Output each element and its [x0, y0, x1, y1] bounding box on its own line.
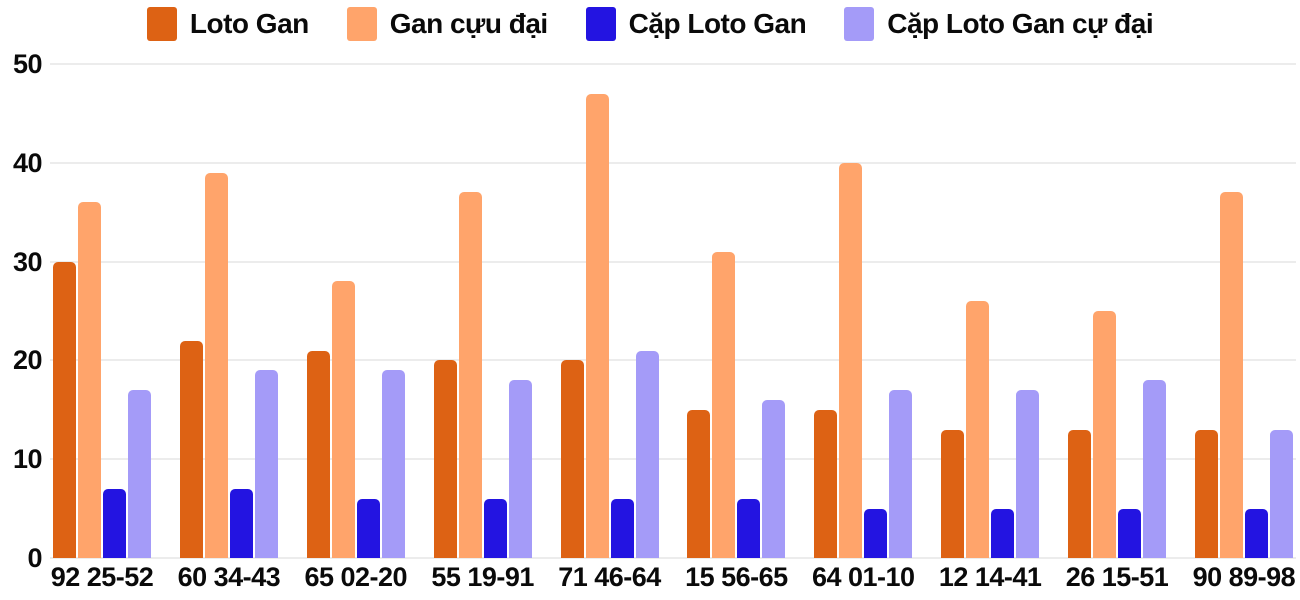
bar-gan-cuu-dai[interactable] [204, 173, 228, 558]
gridline-30 [50, 260, 1296, 263]
x-tick-label: 15 56-65 [685, 562, 788, 592]
legend-label: Gan cựu đại [389, 8, 548, 39]
bar-cap-loto-gan-cu-dai[interactable] [128, 390, 151, 558]
y-tick-label: 20 [12, 345, 43, 376]
bar-loto-gan[interactable] [53, 262, 76, 558]
x-tick-label: 64 01-10 [811, 562, 915, 592]
x-tick-label: 26 15-51 [1065, 562, 1169, 592]
bars-container [53, 64, 1293, 558]
bar-group-12-14-41 [941, 64, 1040, 558]
y-tick-label: 10 [12, 444, 43, 475]
bar-group-65-02-20 [306, 64, 405, 558]
bar-cap-loto-gan[interactable] [356, 499, 380, 558]
bar-group-90-89-98 [1194, 64, 1293, 558]
bar-cap-loto-gan-cu-dai[interactable] [508, 380, 532, 558]
legend-swatch-icon [844, 7, 875, 41]
bar-cap-loto-gan[interactable] [991, 509, 1015, 558]
legend: Loto Gan Gan cựu đại Cặp Loto Gan Cặp Loto … [0, 7, 1300, 41]
bar-gan-cuu-dai[interactable] [1093, 311, 1116, 558]
bar-group-26-15-51 [1068, 64, 1166, 558]
bar-gan-cuu-dai[interactable] [712, 252, 736, 558]
x-axis: 92 25-52 60 34-43 65 02-20 55 19-91 71 46-64… [50, 562, 1296, 593]
legend-swatch-icon [585, 7, 616, 41]
x-tick-label: 92 25-52 [50, 562, 154, 592]
x-tick-label: 65 02-20 [304, 562, 408, 592]
bar-cap-loto-gan-cu-dai[interactable] [381, 370, 405, 558]
bar-group-55-19-91 [433, 64, 532, 558]
bar-loto-gan[interactable] [433, 360, 457, 558]
legend-swatch-icon [146, 7, 177, 41]
bar-loto-gan[interactable] [941, 430, 965, 558]
bar-gan-cuu-dai[interactable] [585, 94, 609, 558]
y-tick-label: 40 [12, 147, 43, 178]
bar-cap-loto-gan[interactable] [103, 489, 126, 558]
bar-gan-cuu-dai[interactable] [839, 163, 863, 558]
bar-cap-loto-gan-cu-dai[interactable] [635, 351, 659, 558]
gridline-0 [50, 557, 1296, 559]
legend-label: Cặp Loto Gan cự đại [887, 8, 1154, 39]
bar-loto-gan[interactable] [814, 410, 838, 558]
x-tick-label: 60 34-43 [177, 562, 281, 592]
x-tick-label: 71 46-64 [558, 562, 661, 592]
bar-cap-loto-gan-cu-dai[interactable] [1016, 390, 1040, 558]
bar-gan-cuu-dai[interactable] [458, 192, 482, 558]
x-tick-label: 55 19-91 [431, 562, 534, 592]
gridline-40 [50, 161, 1296, 164]
bar-cap-loto-gan[interactable] [483, 499, 507, 558]
plot-area: 0 10 20 30 40 50 [0, 50, 1300, 572]
gridline-20 [50, 359, 1296, 362]
bar-group-60-34-43 [179, 64, 278, 558]
gridline-10 [50, 458, 1296, 461]
bar-cap-loto-gan[interactable] [1118, 509, 1141, 558]
x-tick-label: 12 14-41 [938, 562, 1042, 592]
bar-group-71-46-64 [560, 64, 659, 558]
bar-cap-loto-gan-cu-dai[interactable] [1143, 380, 1166, 558]
bar-cap-loto-gan-cu-dai[interactable] [254, 370, 278, 558]
bar-gan-cuu-dai[interactable] [331, 281, 355, 558]
y-tick-label: 0 [27, 543, 42, 573]
bar-loto-gan[interactable] [179, 341, 203, 558]
gridline-50 [50, 63, 1296, 65]
bar-loto-gan[interactable] [560, 360, 584, 558]
x-tick-label: 90 89-98 [1192, 562, 1296, 592]
legend-item-cap-loto-gan[interactable]: Cặp Loto Gan [585, 7, 807, 41]
bar-loto-gan[interactable] [1194, 430, 1218, 558]
legend-item-loto-gan[interactable]: Loto Gan [146, 7, 309, 41]
legend-item-gan-cuu-dai[interactable]: Gan cựu đại [346, 7, 548, 41]
bar-loto-gan[interactable] [306, 351, 330, 558]
legend-label: Loto Gan [189, 8, 309, 39]
bar-cap-loto-gan[interactable] [864, 509, 888, 558]
legend-swatch-icon [346, 7, 377, 41]
bar-cap-loto-gan-cu-dai[interactable] [1269, 430, 1293, 558]
bar-cap-loto-gan-cu-dai[interactable] [762, 400, 786, 558]
bar-cap-loto-gan[interactable] [610, 499, 634, 558]
bar-cap-loto-gan[interactable] [229, 489, 253, 558]
legend-label: Cặp Loto Gan [628, 8, 807, 39]
bar-gan-cuu-dai[interactable] [966, 301, 990, 558]
bar-cap-loto-gan[interactable] [737, 499, 761, 558]
bar-group-92-25-52 [53, 64, 151, 558]
bar-gan-cuu-dai[interactable] [1219, 192, 1243, 558]
bar-loto-gan[interactable] [687, 410, 711, 558]
bar-group-15-56-65 [687, 64, 786, 558]
bar-group-64-01-10 [814, 64, 913, 558]
bar-cap-loto-gan[interactable] [1244, 509, 1268, 558]
bar-cap-loto-gan-cu-dai[interactable] [889, 390, 913, 558]
legend-item-cap-loto-gan-cu-dai[interactable]: Cặp Loto Gan cự đại [844, 7, 1154, 41]
y-tick-label: 50 [12, 49, 43, 79]
bar-loto-gan[interactable] [1068, 430, 1091, 558]
bar-gan-cuu-dai[interactable] [78, 202, 101, 558]
y-tick-label: 30 [12, 246, 43, 277]
